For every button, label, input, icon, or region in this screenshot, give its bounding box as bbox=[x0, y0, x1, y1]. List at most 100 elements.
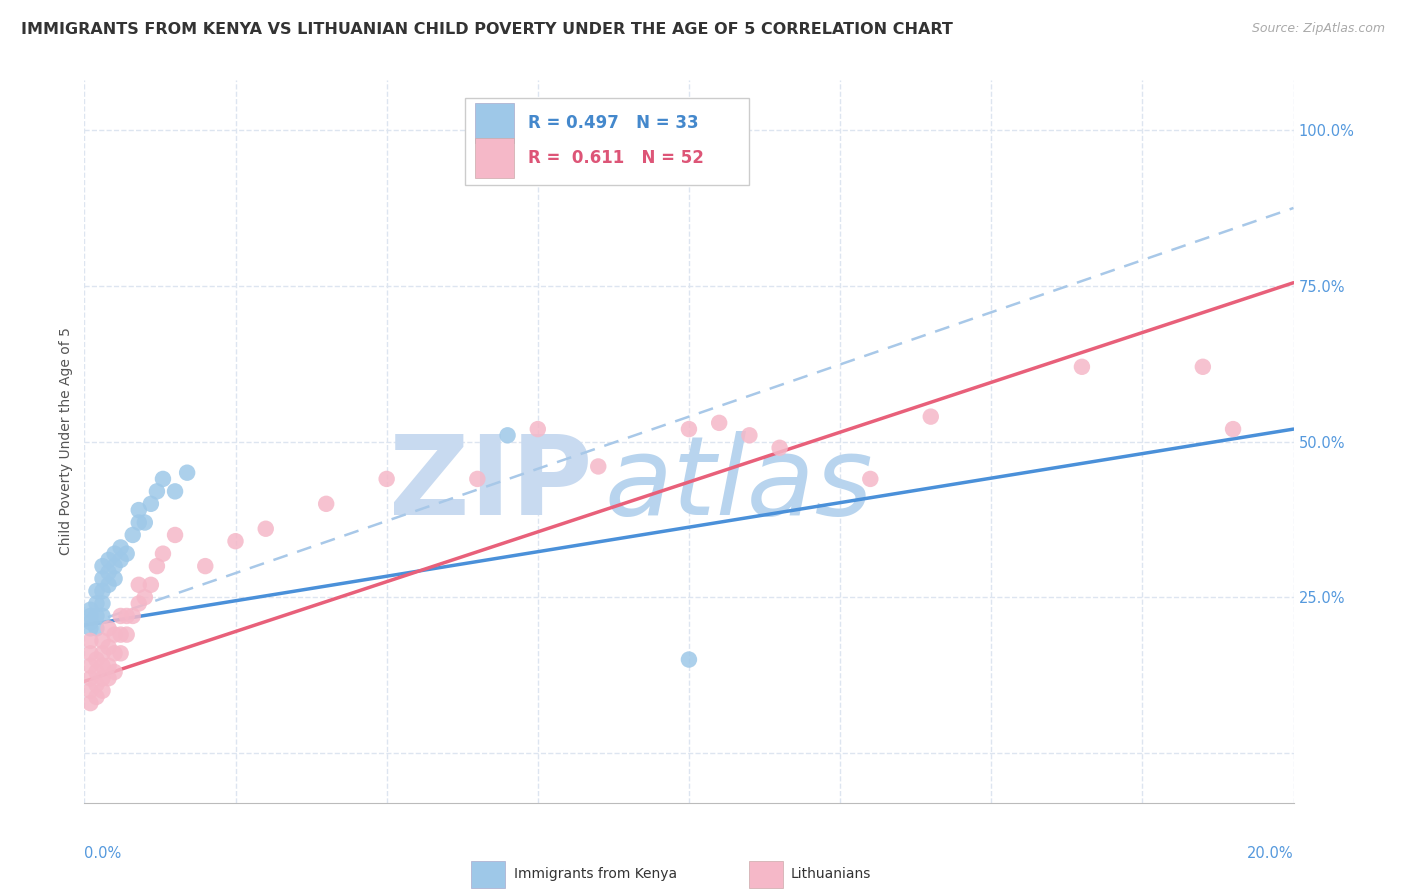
Point bbox=[146, 484, 169, 499]
Point bbox=[91, 609, 114, 624]
Point bbox=[527, 422, 550, 436]
FancyBboxPatch shape bbox=[475, 103, 513, 143]
Text: ZIP: ZIP bbox=[389, 432, 592, 539]
Point bbox=[79, 621, 101, 635]
Point bbox=[86, 652, 108, 666]
Point bbox=[128, 503, 150, 517]
Point bbox=[152, 472, 174, 486]
Point bbox=[121, 609, 143, 624]
Point bbox=[1192, 359, 1215, 374]
Point bbox=[678, 422, 700, 436]
Point bbox=[79, 609, 101, 624]
Y-axis label: Child Poverty Under the Age of 5: Child Poverty Under the Age of 5 bbox=[59, 327, 73, 556]
Point bbox=[104, 572, 127, 586]
Point bbox=[79, 603, 101, 617]
Point bbox=[86, 677, 108, 691]
Point bbox=[128, 578, 150, 592]
Point bbox=[91, 597, 114, 611]
Point bbox=[86, 690, 108, 704]
Point bbox=[86, 621, 108, 635]
Point bbox=[97, 658, 120, 673]
Point bbox=[97, 671, 120, 685]
Point bbox=[104, 627, 127, 641]
Point bbox=[139, 497, 162, 511]
Point bbox=[110, 646, 132, 660]
Text: 0.0%: 0.0% bbox=[84, 847, 121, 861]
Point bbox=[128, 597, 150, 611]
Point bbox=[86, 609, 108, 624]
Text: Immigrants from Kenya: Immigrants from Kenya bbox=[513, 867, 676, 881]
Text: 20.0%: 20.0% bbox=[1247, 847, 1294, 861]
Point bbox=[920, 409, 942, 424]
Point bbox=[91, 683, 114, 698]
Point bbox=[375, 472, 398, 486]
Point bbox=[152, 547, 174, 561]
Text: Lithuanians: Lithuanians bbox=[790, 867, 870, 881]
Point bbox=[588, 459, 610, 474]
Point bbox=[86, 597, 108, 611]
Point bbox=[709, 416, 731, 430]
FancyBboxPatch shape bbox=[465, 98, 749, 185]
Point bbox=[315, 497, 337, 511]
Point bbox=[110, 627, 132, 641]
Point bbox=[115, 609, 138, 624]
Point bbox=[97, 566, 120, 580]
Point bbox=[146, 559, 169, 574]
Point bbox=[1222, 422, 1244, 436]
Point bbox=[97, 640, 120, 654]
Point bbox=[165, 484, 187, 499]
Text: R =  0.611   N = 52: R = 0.611 N = 52 bbox=[529, 149, 704, 167]
Point bbox=[139, 578, 162, 592]
Point bbox=[134, 591, 156, 605]
Point bbox=[97, 553, 120, 567]
Point bbox=[91, 658, 114, 673]
Point bbox=[79, 671, 101, 685]
Point bbox=[194, 559, 217, 574]
Point bbox=[97, 621, 120, 635]
Point bbox=[79, 658, 101, 673]
Text: R = 0.497   N = 33: R = 0.497 N = 33 bbox=[529, 114, 699, 132]
Point bbox=[91, 559, 114, 574]
Point bbox=[79, 646, 101, 660]
Point bbox=[110, 609, 132, 624]
Point bbox=[121, 528, 143, 542]
Point bbox=[134, 516, 156, 530]
Point bbox=[91, 584, 114, 599]
Point bbox=[165, 528, 187, 542]
Point bbox=[115, 547, 138, 561]
Point bbox=[110, 553, 132, 567]
Point bbox=[79, 683, 101, 698]
Point bbox=[97, 578, 120, 592]
Point bbox=[176, 466, 198, 480]
Point bbox=[91, 572, 114, 586]
Point bbox=[254, 522, 277, 536]
Point bbox=[225, 534, 247, 549]
Point bbox=[769, 441, 792, 455]
Point bbox=[91, 646, 114, 660]
Point bbox=[104, 547, 127, 561]
Point bbox=[859, 472, 882, 486]
Point bbox=[467, 472, 489, 486]
Point bbox=[86, 584, 108, 599]
FancyBboxPatch shape bbox=[471, 861, 505, 888]
Point bbox=[79, 633, 101, 648]
Point bbox=[110, 541, 132, 555]
Point bbox=[128, 516, 150, 530]
Text: atlas: atlas bbox=[605, 432, 873, 539]
Point bbox=[79, 615, 101, 630]
Point bbox=[104, 646, 127, 660]
Point bbox=[1071, 359, 1094, 374]
Point bbox=[104, 665, 127, 679]
Point bbox=[86, 665, 108, 679]
Point bbox=[79, 696, 101, 710]
Point bbox=[104, 559, 127, 574]
FancyBboxPatch shape bbox=[749, 861, 783, 888]
Point bbox=[115, 627, 138, 641]
FancyBboxPatch shape bbox=[475, 138, 513, 178]
Text: Source: ZipAtlas.com: Source: ZipAtlas.com bbox=[1251, 22, 1385, 36]
Point bbox=[496, 428, 519, 442]
Point bbox=[91, 633, 114, 648]
Point bbox=[91, 671, 114, 685]
Point bbox=[738, 428, 761, 442]
Point bbox=[678, 652, 700, 666]
